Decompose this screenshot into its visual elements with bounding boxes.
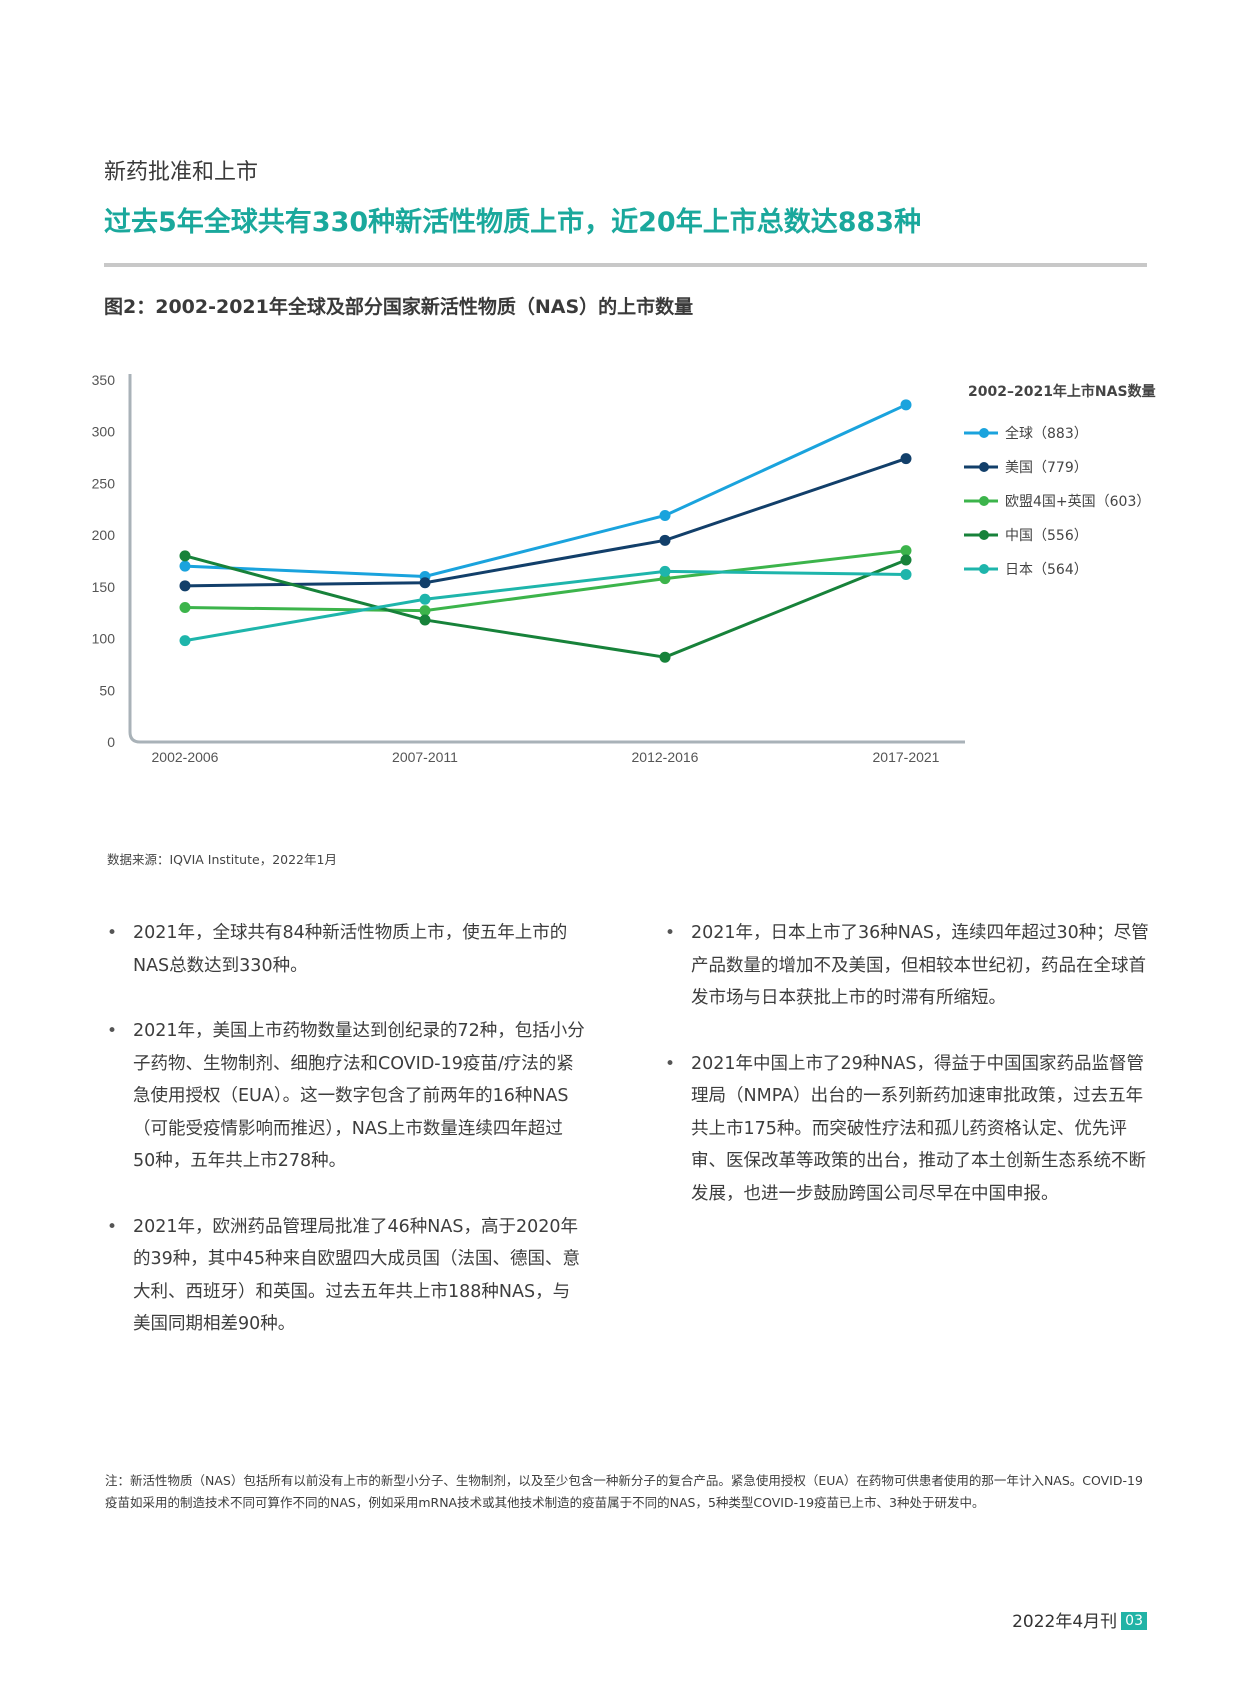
legend-entry: 日本（564） bbox=[1005, 562, 1088, 578]
legend-swatch-marker bbox=[979, 530, 989, 540]
series-line bbox=[184, 569, 907, 643]
data-point bbox=[419, 614, 431, 626]
data-point bbox=[900, 554, 912, 566]
data-point bbox=[900, 453, 912, 465]
bullet-dot: • bbox=[665, 1053, 676, 1074]
y-tick-label: 200 bbox=[92, 527, 116, 543]
x-tick-label: 2012-2016 bbox=[632, 749, 699, 765]
bullet-dot: • bbox=[107, 923, 118, 943]
legend-swatch-marker bbox=[979, 462, 989, 472]
data-point bbox=[659, 534, 671, 546]
bullet-dot: • bbox=[107, 1021, 118, 1041]
series-line bbox=[184, 554, 907, 659]
legend-entry: 欧盟4国+英国（603） bbox=[1005, 493, 1150, 510]
bullet-text: 2021年中国上市了29种NAS，得益于中国国家药品监督管理局（NMPA）出台的… bbox=[691, 1053, 1146, 1204]
nas-line-chart: 0 50 100 150 200 250 300 350 2002-2006 2007-2011 2… bbox=[92, 372, 1156, 765]
y-tick-label: 50 bbox=[99, 682, 115, 698]
x-tick-label: 2007-2011 bbox=[392, 749, 458, 765]
data-point bbox=[900, 568, 912, 580]
data-point bbox=[659, 509, 671, 521]
data-point bbox=[659, 565, 671, 577]
bullet-text: 2021年，欧洲药品管理局批准了46种NAS，高于2020年的39种，其中45种… bbox=[133, 1216, 581, 1335]
legend-swatch-marker bbox=[979, 496, 989, 506]
bullet-item: • 2021年，欧洲药品管理局批准了46种NAS，高于2020年的39种，其中4… bbox=[105, 1211, 585, 1341]
data-point bbox=[900, 545, 912, 557]
y-tick-label: 350 bbox=[92, 372, 116, 388]
legend-title: 2002–2021年上市NAS数量 bbox=[968, 383, 1156, 400]
data-point bbox=[419, 577, 431, 589]
bullet-dot: • bbox=[665, 923, 676, 943]
data-point bbox=[179, 602, 191, 614]
bullet-item: • 2021年中国上市了29种NAS，得益于中国国家药品监督管理局（NMPA）出… bbox=[663, 1048, 1153, 1211]
data-source: 数据来源：IQVIA Institute，2022年1月 bbox=[107, 852, 337, 867]
data-point bbox=[179, 550, 191, 562]
data-point bbox=[419, 593, 431, 605]
divider bbox=[104, 263, 1147, 267]
page-footer: 2022年4月刊 03 bbox=[1012, 1607, 1147, 1632]
series-line bbox=[184, 549, 907, 613]
bullet-column-left: • 2021年，全球共有84种新活性物质上市，使五年上市的NAS总数达到330种… bbox=[105, 917, 585, 1374]
data-point bbox=[900, 399, 912, 411]
y-tick-label: 300 bbox=[92, 424, 116, 440]
footnote: 注：新活性物质（NAS）包括所有以前没有上市的新型小分子、生物制剂，以及至少包含… bbox=[105, 1473, 1143, 1510]
page-headline: 过去5年全球共有330种新活性物质上市，近20年上市总数达883种 bbox=[104, 207, 922, 238]
data-point bbox=[659, 651, 671, 663]
data-point bbox=[179, 560, 191, 572]
legend-swatch-marker bbox=[979, 428, 989, 438]
series-line bbox=[184, 403, 907, 579]
bullet-item: • 2021年，日本上市了36种NAS，连续四年超过30种；尽管产品数量的增加不… bbox=[663, 917, 1153, 1015]
x-tick-label: 2017-2021 bbox=[873, 749, 940, 765]
series-line bbox=[184, 457, 907, 588]
x-tick-label: 2002-2006 bbox=[152, 749, 219, 765]
issue-label: 2022年4月刊 bbox=[1012, 1612, 1118, 1632]
y-tick-label: 100 bbox=[92, 631, 116, 647]
data-point bbox=[179, 580, 191, 592]
legend-entry: 中国（556） bbox=[1005, 528, 1088, 544]
bullet-text: 2021年，日本上市了36种NAS，连续四年超过30种；尽管产品数量的增加不及美… bbox=[691, 923, 1149, 1008]
page-number: 03 bbox=[1121, 1612, 1147, 1630]
legend-swatch-marker bbox=[979, 564, 989, 574]
figure-title: 图2：2002-2021年全球及部分国家新活性物质（NAS）的上市数量 bbox=[104, 296, 694, 318]
legend-entry: 美国（779） bbox=[1005, 460, 1088, 476]
data-point bbox=[419, 605, 431, 617]
bullet-item: • 2021年，美国上市药物数量达到创纪录的72种，包括小分子药物、生物制剂、细… bbox=[105, 1015, 585, 1178]
section-label: 新药批准和上市 bbox=[104, 160, 259, 185]
legend-entry: 全球（883） bbox=[1005, 425, 1088, 442]
bullet-dot: • bbox=[107, 1216, 118, 1237]
y-tick-label: 150 bbox=[92, 579, 116, 595]
data-point bbox=[179, 635, 191, 647]
y-tick-label: 0 bbox=[107, 734, 115, 750]
y-tick-label: 250 bbox=[92, 475, 116, 491]
bullet-text: 2021年，美国上市药物数量达到创纪录的72种，包括小分子药物、生物制剂、细胞疗… bbox=[133, 1021, 585, 1171]
bullet-column-right: • 2021年，日本上市了36种NAS，连续四年超过30种；尽管产品数量的增加不… bbox=[663, 917, 1153, 1243]
chart-axes bbox=[128, 374, 965, 744]
bullet-item: • 2021年，全球共有84种新活性物质上市，使五年上市的NAS总数达到330种… bbox=[105, 917, 585, 982]
bullet-text: 2021年，全球共有84种新活性物质上市，使五年上市的NAS总数达到330种。 bbox=[133, 923, 568, 976]
